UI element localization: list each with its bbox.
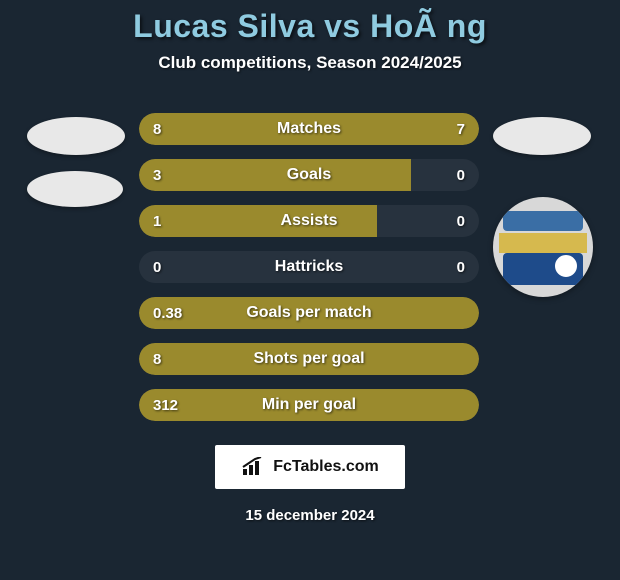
subtitle: Club competitions, Season 2024/2025 xyxy=(158,53,461,73)
stat-label: Shots per goal xyxy=(253,350,364,368)
comparison-card: Lucas Silva vs HoÃ ng Club competitions,… xyxy=(0,0,620,580)
club-badge-icon xyxy=(493,197,593,297)
stat-left-value: 8 xyxy=(153,121,161,138)
stat-label: Goals per match xyxy=(246,304,371,322)
brand-text: FcTables.com xyxy=(273,458,379,476)
placeholder-logo-icon xyxy=(27,117,125,155)
stat-bars: 8 7 Matches 3 0 Goals 1 0 Assists 0 0 Hattricks 0.38… xyxy=(139,113,479,421)
stat-right-value: 7 xyxy=(457,121,465,138)
stat-bar-row: 0.38 Goals per match xyxy=(139,297,479,329)
stat-bar-row: 8 Shots per goal xyxy=(139,343,479,375)
stat-label: Min per goal xyxy=(262,396,356,414)
placeholder-logo-icon xyxy=(493,117,591,155)
stat-label: Hattricks xyxy=(275,258,343,276)
stat-left-value: 8 xyxy=(153,351,161,368)
right-club-logos xyxy=(493,113,593,297)
stat-bar-row: 0 0 Hattricks xyxy=(139,251,479,283)
stat-label: Matches xyxy=(277,120,341,138)
stat-right-value: 0 xyxy=(457,213,465,230)
brand-badge: FcTables.com xyxy=(215,445,405,489)
stat-left-value: 3 xyxy=(153,167,161,184)
stat-right-value: 0 xyxy=(457,167,465,184)
stat-left-value: 0.38 xyxy=(153,305,182,322)
stat-bar-row: 312 Min per goal xyxy=(139,389,479,421)
stat-bar-row: 1 0 Assists xyxy=(139,205,479,237)
stats-area: 8 7 Matches 3 0 Goals 1 0 Assists 0 0 Hattricks 0.38… xyxy=(0,113,620,421)
stat-left-value: 1 xyxy=(153,213,161,230)
stat-left-value: 312 xyxy=(153,397,178,414)
left-club-logos xyxy=(27,113,125,207)
stat-label: Goals xyxy=(287,166,331,184)
stat-bar-row: 8 7 Matches xyxy=(139,113,479,145)
footer-date: 15 december 2024 xyxy=(245,507,374,524)
stat-bar-row: 3 0 Goals xyxy=(139,159,479,191)
stat-label: Assists xyxy=(281,212,338,230)
title: Lucas Silva vs HoÃ ng xyxy=(133,8,487,45)
placeholder-logo-icon xyxy=(27,171,123,207)
chart-icon xyxy=(241,457,267,477)
stat-right-value: 0 xyxy=(457,259,465,276)
stat-left-value: 0 xyxy=(153,259,161,276)
